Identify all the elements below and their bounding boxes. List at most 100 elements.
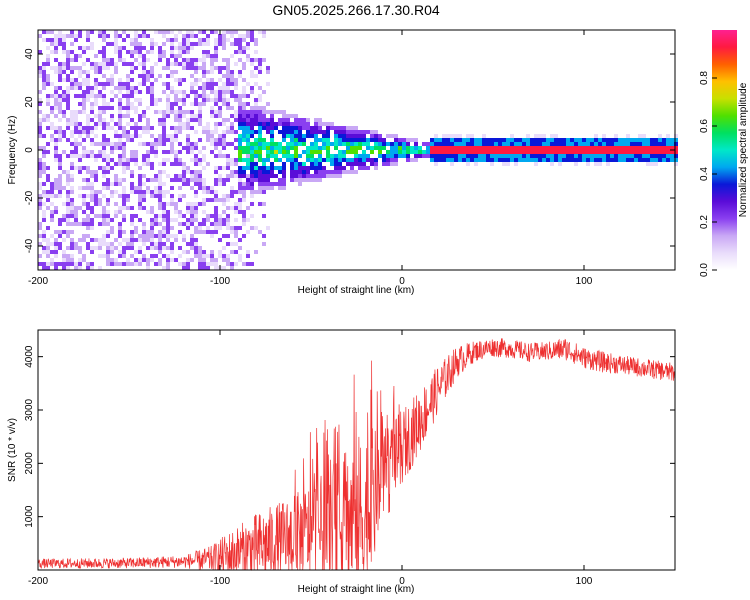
heatmap-cell: [270, 186, 274, 190]
heatmap-cell: [314, 178, 318, 182]
heatmap-cell: [170, 258, 174, 262]
heatmap-cell: [502, 142, 506, 146]
heatmap-cell: [390, 150, 394, 154]
heatmap-cell: [666, 142, 670, 146]
heatmap-cell: [174, 58, 178, 62]
heatmap-cell: [218, 174, 222, 178]
heatmap-cell: [434, 134, 438, 138]
heatmap-cell: [314, 158, 318, 162]
heatmap-cell: [338, 138, 342, 142]
heatmap-cell: [146, 74, 150, 78]
heatmap-cell: [242, 110, 246, 114]
heatmap-cell: [330, 154, 334, 158]
heatmap-cell: [242, 90, 246, 94]
heatmap-cell: [90, 206, 94, 210]
heatmap-cell: [166, 74, 170, 78]
heatmap-cell: [214, 38, 218, 42]
heatmap-cell: [278, 142, 282, 146]
heatmap-cell: [74, 114, 78, 118]
heatmap-cell: [154, 222, 158, 226]
heatmap-cell: [586, 158, 590, 162]
heatmap-cell: [86, 74, 90, 78]
heatmap-cell: [46, 190, 50, 194]
heatmap-cell: [114, 46, 118, 50]
heatmap-cell: [266, 142, 270, 146]
heatmap-cell: [226, 38, 230, 42]
heatmap-cell: [210, 254, 214, 258]
heatmap-cell: [70, 134, 74, 138]
heatmap-cell: [62, 38, 66, 42]
heatmap-cell: [174, 38, 178, 42]
heatmap-cell: [458, 146, 462, 150]
heatmap-cell: [82, 94, 86, 98]
heatmap-cell: [538, 154, 542, 158]
heatmap-cell: [330, 142, 334, 146]
heatmap-cell: [662, 150, 666, 154]
heatmap-cell: [222, 254, 226, 258]
heatmap-cell: [66, 106, 70, 110]
heatmap-cell: [262, 58, 266, 62]
heatmap-cell: [222, 58, 226, 62]
heatmap-cell: [274, 166, 278, 170]
heatmap-cell: [202, 210, 206, 214]
heatmap-cell: [154, 190, 158, 194]
heatmap-cell: [578, 150, 582, 154]
heatmap-cell: [254, 110, 258, 114]
heatmap-cell: [74, 146, 78, 150]
heatmap-cell: [510, 142, 514, 146]
heatmap-cell: [118, 82, 122, 86]
heatmap-cell: [346, 170, 350, 174]
heatmap-cell: [350, 146, 354, 150]
heatmap-cell: [626, 146, 630, 150]
heatmap-cell: [42, 166, 46, 170]
heatmap-cell: [66, 66, 70, 70]
heatmap-cell: [82, 146, 86, 150]
heatmap-cell: [514, 158, 518, 162]
heatmap-cell: [106, 166, 110, 170]
heatmap-cell: [318, 150, 322, 154]
heatmap-cell: [98, 82, 102, 86]
heatmap-cell: [430, 138, 434, 142]
heatmap-cell: [126, 194, 130, 198]
heatmap-cell: [78, 194, 82, 198]
heatmap-cell: [106, 262, 110, 266]
heatmap-cell: [66, 58, 70, 62]
heatmap-cell: [634, 138, 638, 142]
heatmap-cell: [122, 250, 126, 254]
heatmap-cell: [130, 174, 134, 178]
heatmap-cell: [42, 150, 46, 154]
heatmap-cell: [166, 190, 170, 194]
heatmap-cell: [42, 250, 46, 254]
heatmap-cell: [214, 94, 218, 98]
heatmap-cell: [290, 130, 294, 134]
heatmap-cell: [42, 214, 46, 218]
heatmap-cell: [598, 138, 602, 142]
heatmap-cell: [254, 138, 258, 142]
heatmap-cell: [98, 198, 102, 202]
heatmap-cell: [134, 226, 138, 230]
heatmap-cell: [42, 62, 46, 66]
heatmap-cell: [210, 98, 214, 102]
heatmap-cell: [90, 106, 94, 110]
heatmap-cell: [206, 42, 210, 46]
heatmap-cell: [566, 138, 570, 142]
heatmap-cell: [226, 106, 230, 110]
heatmap-cell: [162, 246, 166, 250]
heatmap-cell: [38, 50, 42, 54]
heatmap-cell: [358, 130, 362, 134]
heatmap-cell: [242, 130, 246, 134]
heatmap-cell: [534, 154, 538, 158]
heatmap-cell: [86, 58, 90, 62]
heatmap-cell: [202, 266, 206, 270]
heatmap-cell: [134, 66, 138, 70]
heatmap-cell: [590, 146, 594, 150]
heatmap-cell: [90, 182, 94, 186]
heatmap-cell: [326, 126, 330, 130]
heatmap-cell: [238, 98, 242, 102]
heatmap-cell: [550, 134, 554, 138]
heatmap-cell: [670, 150, 674, 154]
heatmap-cell: [122, 30, 126, 34]
heatmap-cell: [166, 210, 170, 214]
heatmap-cell: [242, 198, 246, 202]
heatmap-cell: [350, 130, 354, 134]
